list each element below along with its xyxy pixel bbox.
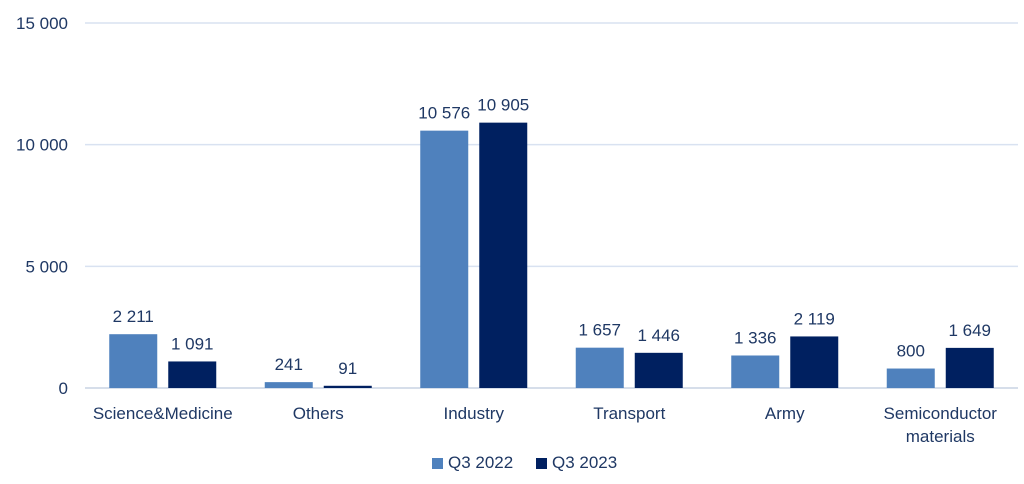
data-label: 10 905 (477, 96, 529, 115)
data-label: 1 657 (578, 321, 621, 340)
x-category-label: Semiconductor (884, 404, 998, 423)
bar-q3-2023 (479, 122, 528, 389)
data-label: 1 446 (637, 326, 680, 345)
bar-q3-2022 (731, 355, 780, 388)
y-tick-label: 10 000 (16, 136, 68, 155)
data-label: 1 091 (171, 334, 214, 353)
data-label: 91 (338, 359, 357, 378)
x-category-label: materials (906, 427, 975, 446)
bar-q3-2023 (634, 352, 683, 388)
bar-q3-2022 (109, 334, 158, 388)
bar-q3-2023 (323, 385, 372, 388)
legend-label-q3-2023: Q3 2023 (552, 453, 617, 472)
x-category-label: Army (765, 404, 805, 423)
bar-q3-2022 (575, 347, 624, 388)
y-tick-label: 5 000 (25, 257, 68, 276)
legend-label-q3-2022: Q3 2022 (448, 453, 513, 472)
x-category-label: Transport (593, 404, 665, 423)
bar-q3-2022 (264, 382, 313, 388)
data-label: 1 649 (948, 321, 991, 340)
data-label: 2 119 (794, 309, 835, 328)
bar-q3-2023 (168, 361, 217, 388)
data-label: 2 211 (113, 307, 154, 326)
x-category-label: Industry (444, 404, 505, 423)
bar-q3-2022 (886, 368, 935, 388)
data-label: 1 336 (734, 328, 777, 347)
bar-q3-2022 (420, 130, 469, 388)
bar-q3-2023 (790, 336, 839, 388)
legend-swatch-q3-2022 (432, 458, 443, 469)
x-category-label: Others (293, 404, 344, 423)
data-label: 241 (275, 355, 303, 374)
y-tick-label: 15 000 (16, 14, 68, 33)
data-label: 800 (897, 342, 925, 361)
legend-swatch-q3-2023 (536, 458, 547, 469)
data-label: 10 576 (418, 104, 470, 123)
y-tick-label: 0 (59, 379, 68, 398)
x-category-label: Science&Medicine (93, 404, 233, 423)
bar-q3-2023 (945, 347, 994, 388)
